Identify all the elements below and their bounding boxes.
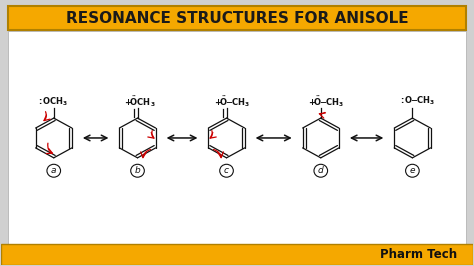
Text: RESONANCE STRUCTURES FOR ANISOLE: RESONANCE STRUCTURES FOR ANISOLE [66,11,408,26]
Text: Pharm Tech: Pharm Tech [380,248,457,261]
Text: d: d [318,166,324,175]
Text: $\mathbf{:\!O\!\!-\!\!CH_3}$: $\mathbf{:\!O\!\!-\!\!CH_3}$ [399,95,435,107]
Text: b: b [135,166,140,175]
Text: $\mathbf{+\!\ddot{O}\!\!-\!\!CH_3}$: $\mathbf{+\!\ddot{O}\!\!-\!\!CH_3}$ [213,94,250,109]
FancyBboxPatch shape [8,6,466,30]
Text: $\mathbf{+\!\ddot{O}\!\!-\!\!CH_3}$: $\mathbf{+\!\ddot{O}\!\!-\!\!CH_3}$ [308,94,344,109]
FancyBboxPatch shape [1,244,473,265]
Text: e: e [410,166,415,175]
Text: c: c [224,166,229,175]
Text: a: a [51,166,56,175]
Text: $\mathbf{+\!\ddot{O}CH_3}$: $\mathbf{+\!\ddot{O}CH_3}$ [124,94,156,109]
FancyBboxPatch shape [8,31,466,244]
Text: $\mathbf{:\!OCH_3}$: $\mathbf{:\!OCH_3}$ [37,95,68,108]
